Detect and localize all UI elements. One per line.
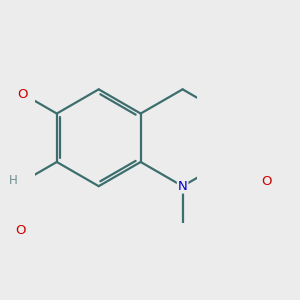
Text: O: O	[261, 176, 272, 188]
Text: N: N	[178, 180, 188, 193]
Text: H: H	[8, 174, 17, 187]
Text: O: O	[17, 88, 28, 101]
Text: O: O	[15, 224, 26, 237]
